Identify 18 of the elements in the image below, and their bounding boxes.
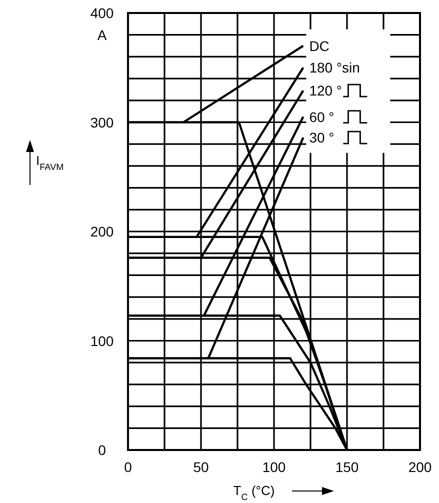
y-tick-label: 200 — [90, 224, 114, 240]
legend-label: 120 ° — [309, 82, 342, 99]
series-label: 180 °sin — [309, 60, 360, 76]
legend-label: 30 ° — [309, 130, 334, 146]
x-tick-label: 0 — [124, 459, 132, 475]
x-tick-label: 150 — [335, 459, 359, 475]
y-tick-label: 300 — [90, 114, 114, 130]
series-label: DC — [309, 38, 330, 54]
x-axis-title: T$_{C}$ (°C) — [233, 483, 275, 502]
x-tick-label: 50 — [193, 459, 209, 475]
x-tick-label: 100 — [262, 459, 286, 475]
y-tick-label: A — [97, 26, 108, 43]
y-axis-title: I$_{FAVM}$ — [36, 153, 64, 172]
y-tick-label: 0 — [98, 442, 106, 458]
y-tick-label: 400 — [90, 5, 114, 21]
x-tick-label: 200 — [408, 459, 432, 475]
y-tick-label: 100 — [90, 332, 114, 349]
legend-label: 60 ° — [309, 108, 334, 125]
